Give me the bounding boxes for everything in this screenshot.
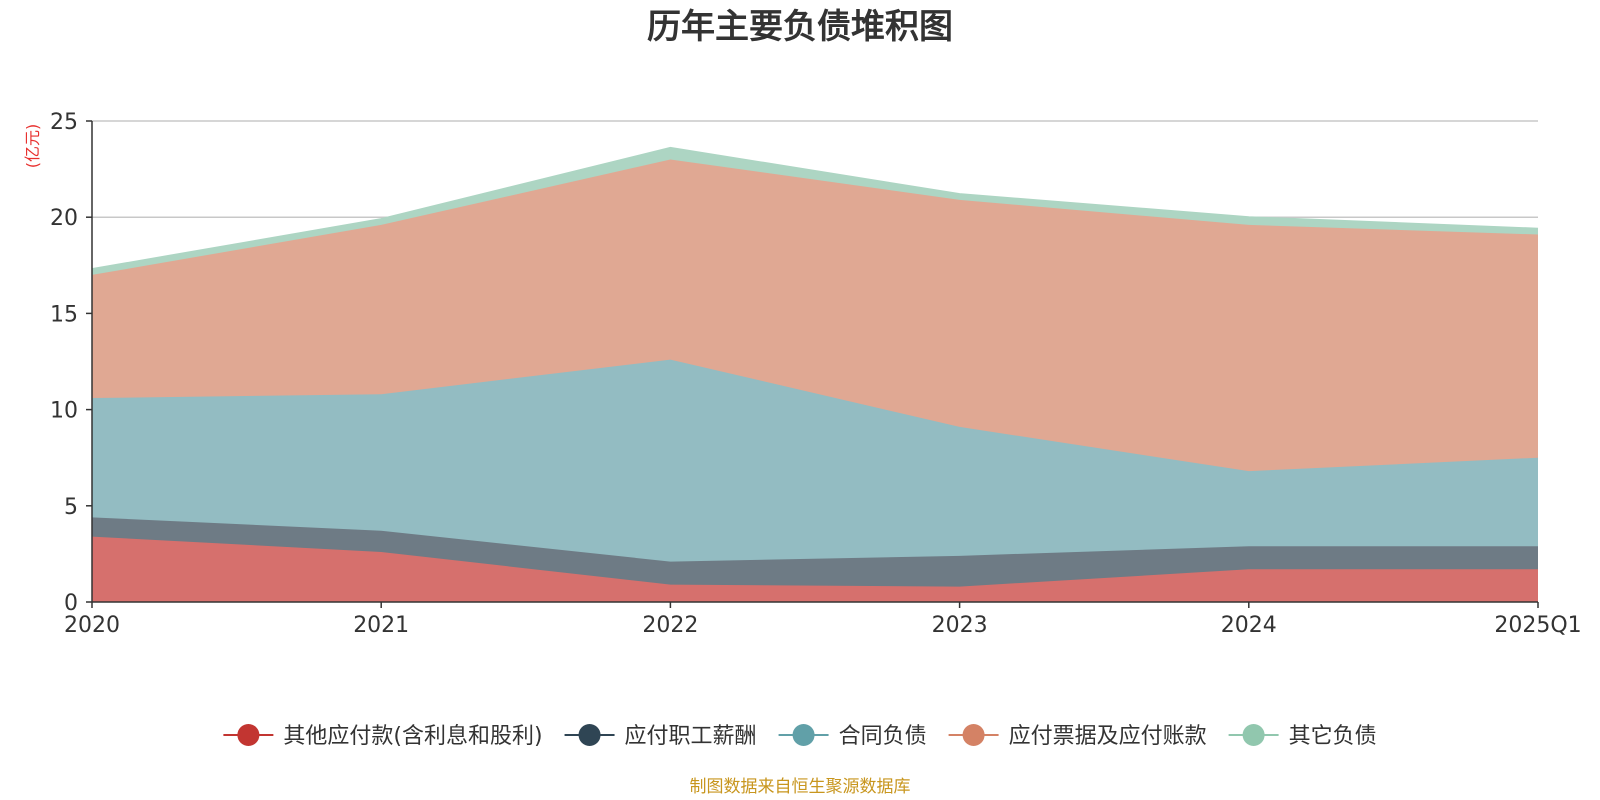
y-tick-label: 0 bbox=[64, 591, 78, 616]
legend-label: 其它负债 bbox=[1289, 724, 1377, 749]
legend-label: 应付职工薪酬 bbox=[625, 724, 757, 749]
legend-item-1[interactable]: 应付职工薪酬 bbox=[564, 724, 757, 749]
y-axis-label: (亿元) bbox=[23, 124, 42, 169]
area-layer bbox=[91, 146, 1539, 602]
chart-title: 历年主要负债堆积图 bbox=[647, 7, 953, 47]
legend-label: 应付票据及应付账款 bbox=[1009, 724, 1207, 749]
area-series-2 bbox=[92, 359, 1538, 562]
x-tick-label: 2020 bbox=[64, 613, 120, 638]
legend-marker bbox=[1242, 724, 1265, 746]
y-tick-label: 15 bbox=[50, 302, 78, 327]
legend-marker bbox=[962, 724, 985, 746]
area-series-4 bbox=[92, 147, 1538, 275]
x-tick-label: 2024 bbox=[1221, 613, 1277, 638]
x-tick-label: 2022 bbox=[642, 613, 698, 638]
legend-item-4[interactable]: 其它负债 bbox=[1228, 724, 1377, 749]
area-series-0 bbox=[92, 536, 1538, 602]
legend-item-0[interactable]: 其他应付款(含利息和股利) bbox=[223, 724, 543, 749]
y-tick-label: 10 bbox=[50, 399, 78, 424]
legend-marker bbox=[578, 724, 601, 746]
area-series-4-edge bbox=[91, 146, 1539, 271]
legend-marker bbox=[237, 724, 260, 746]
legend-label: 合同负债 bbox=[839, 724, 927, 749]
x-tick-label: 2023 bbox=[932, 613, 988, 638]
axes: 0 5 10 15 20 25 2020 2021 2022 2023 2024 2025Q1 bbox=[50, 110, 1582, 638]
legend-item-3[interactable]: 应付票据及应付账款 bbox=[948, 724, 1207, 749]
legend: 其他应付款(含利息和股利) 应付职工薪酬 合同负债 应付票据及应付账款 其它负债 bbox=[223, 724, 1377, 749]
source-note: 制图数据来自恒生聚源数据库 bbox=[690, 777, 911, 797]
legend-label: 其他应付款(含利息和股利) bbox=[283, 724, 542, 749]
y-tick-label: 25 bbox=[50, 110, 78, 135]
legend-marker bbox=[792, 724, 815, 746]
x-tick-label: 2021 bbox=[353, 613, 409, 638]
legend-item-2[interactable]: 合同负债 bbox=[778, 724, 927, 749]
area-series-1 bbox=[92, 517, 1538, 587]
y-tick-label: 5 bbox=[64, 495, 78, 520]
y-tick-label: 20 bbox=[50, 206, 78, 231]
area-series-3 bbox=[92, 159, 1538, 472]
x-tick-label: 2025Q1 bbox=[1494, 613, 1581, 638]
